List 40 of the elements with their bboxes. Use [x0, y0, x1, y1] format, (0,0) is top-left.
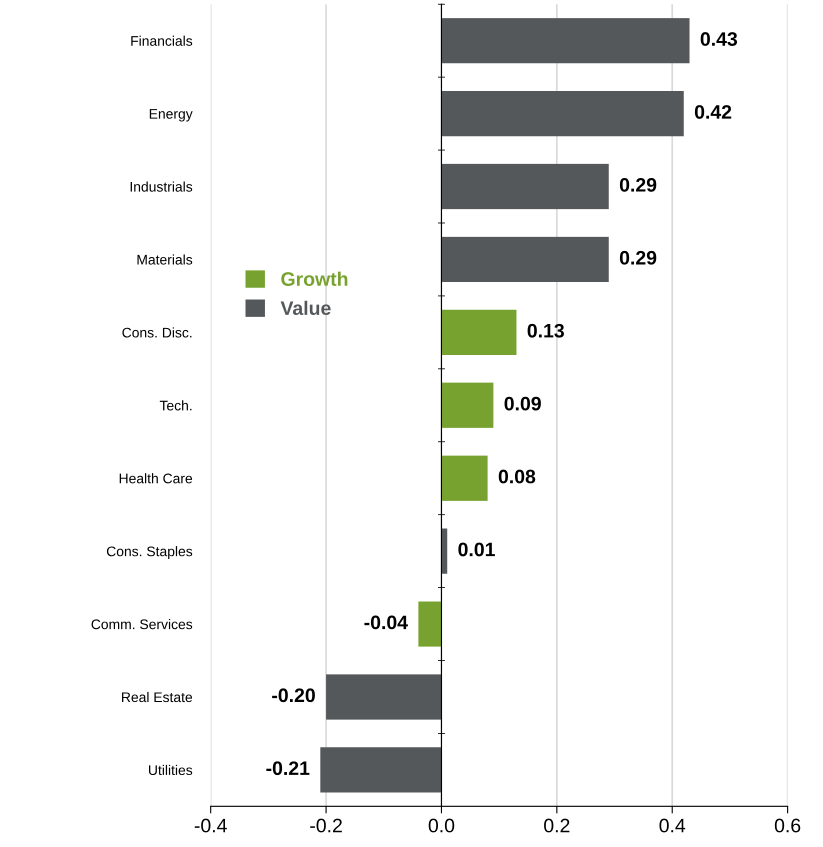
data-label: 0.01	[458, 542, 495, 556]
bar	[441, 91, 684, 136]
data-label: -0.21	[266, 761, 310, 776]
x-tick-label: 0.0	[428, 818, 454, 832]
data-label: 0.13	[528, 324, 564, 338]
x-tick-label: -0.2	[310, 818, 342, 832]
data-label: 0.08	[498, 470, 536, 484]
data-label: 0.29	[620, 178, 656, 192]
bar	[441, 382, 494, 428]
data-label: 0.43	[700, 32, 738, 46]
bar	[418, 601, 442, 647]
bar	[441, 164, 609, 210]
y-tick-label: Comm. Services	[92, 619, 192, 630]
x-tick-label: 0.6	[774, 818, 800, 832]
y-tick-label: Financials	[131, 36, 192, 46]
y-tick-label: Energy	[150, 109, 193, 122]
y-tick-label: Tech.	[160, 400, 192, 410]
y-tick-label: Cons. Staples	[106, 546, 192, 560]
y-tick-label: Industrials	[130, 182, 192, 192]
x-tick-label: -0.4	[194, 818, 227, 832]
y-tick-label: Health Care	[120, 473, 192, 484]
data-label: 0.09	[504, 396, 541, 411]
y-tick-label: Cons. Disc.	[122, 327, 192, 338]
bar	[320, 747, 442, 792]
bar	[441, 456, 488, 501]
data-label: 0.42	[694, 105, 732, 119]
y-tick-label: Real Estate	[122, 692, 192, 702]
bar	[326, 674, 442, 720]
legend-label: Growth	[281, 272, 348, 286]
y-tick-label: Utilities	[149, 764, 192, 776]
x-tick-label: 0.2	[544, 818, 570, 832]
bar	[441, 310, 516, 355]
x-tick-label: 0.4	[659, 818, 686, 832]
legend-label: Value	[280, 300, 331, 316]
data-label: -0.04	[364, 615, 408, 630]
y-tick-label: Materials	[137, 254, 192, 265]
bar	[441, 236, 609, 282]
data-label: -0.20	[272, 688, 315, 702]
data-label: 0.29	[620, 250, 656, 265]
bar	[441, 18, 690, 64]
